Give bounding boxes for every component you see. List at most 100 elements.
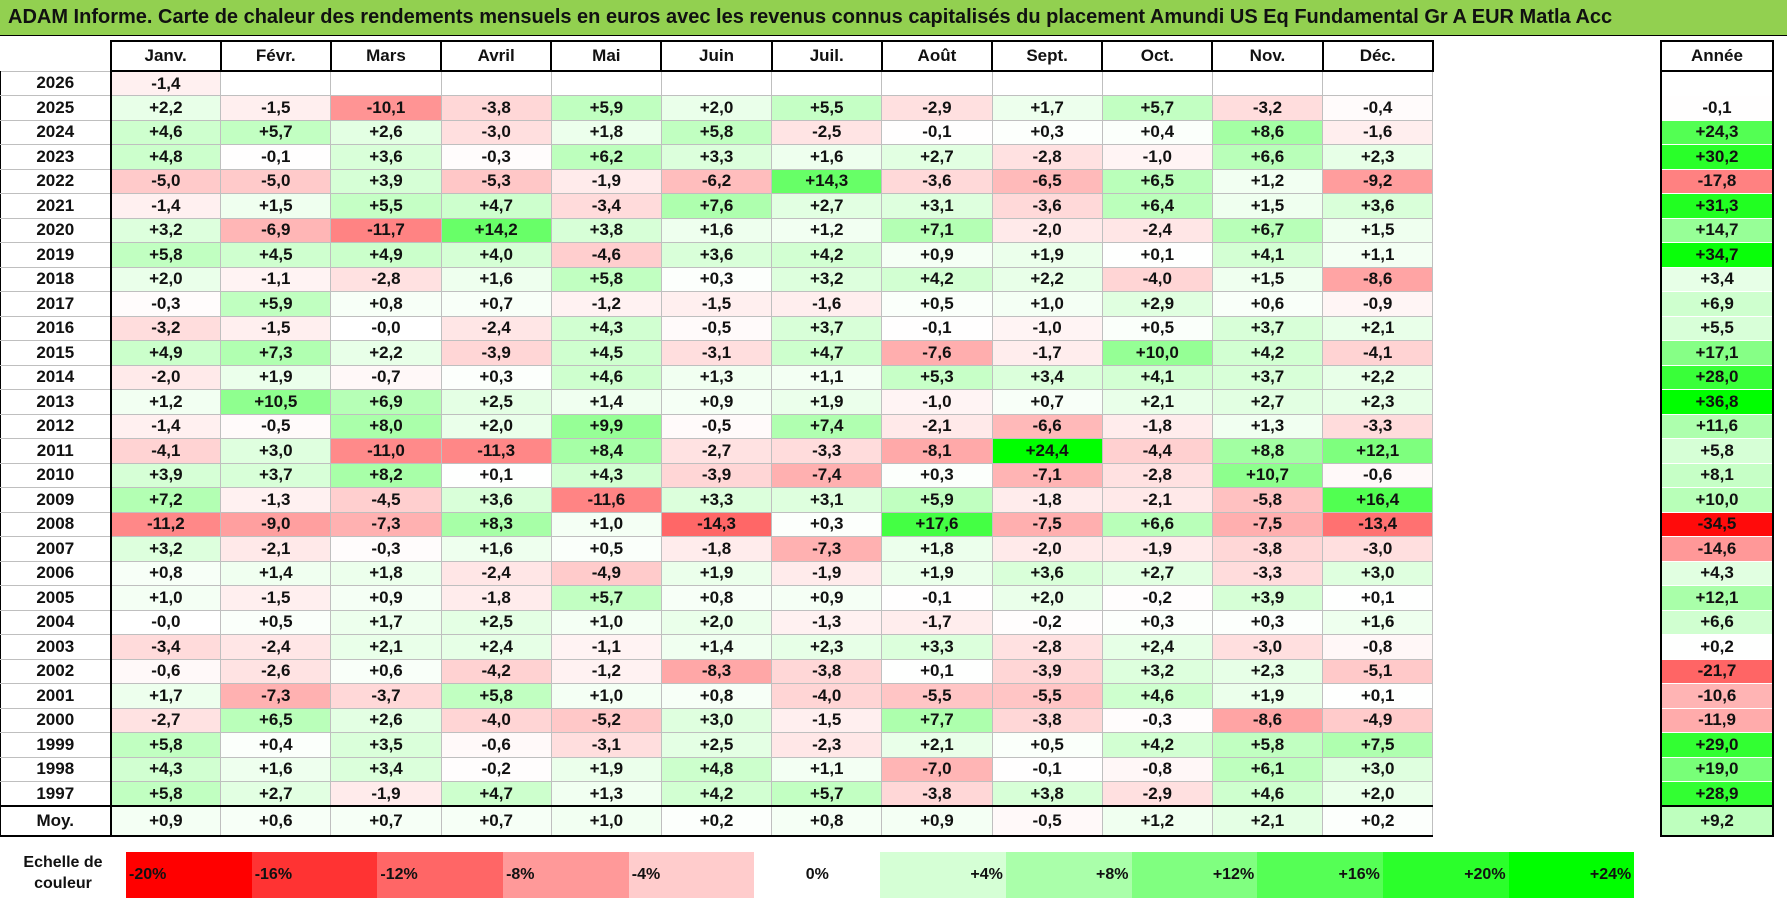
heatmap-cell: -5,2 [550, 707, 662, 733]
year-label: 1998 [0, 756, 112, 782]
heatmap-cell: -3,4 [109, 634, 222, 660]
heatmap-cell: -0,2 [1101, 585, 1213, 611]
heatmap-cell: +5,5 [771, 95, 883, 121]
heatmap-cell: +8,3 [440, 511, 552, 537]
heatmap-cell: +3,1 [881, 193, 993, 219]
heatmap-cell: +2,5 [660, 732, 773, 758]
annual-body: -0,1 +24,3 +30,2 -17,8 +31,3 +14,7 +34,7 +3,4 +6… [1660, 70, 1774, 837]
heatmap-cell: -0,2 [440, 756, 552, 782]
annual-cell: -10,6 [1660, 683, 1774, 708]
year-label: 2024 [0, 119, 112, 145]
heatmap-cell: +5,9 [881, 487, 993, 513]
heatmap-cell: +10,5 [220, 389, 332, 415]
heatmap-cell: -1,2 [550, 658, 662, 684]
year-row: 2018 +2,0 -1,1 -2,8 +1,6 +5,8 +0,3 +3,2 +4,2 +2,2… [0, 266, 1434, 292]
heatmap-cell: -3,8 [1211, 536, 1324, 562]
heatmap-cell: +5,7 [771, 781, 883, 807]
heatmap-cell: +0,4 [1101, 119, 1213, 145]
year-row: 2021 -1,4 +1,5 +5,5 +4,7 -3,4 +7,6 +2,7 +3,1 -3,6… [0, 193, 1434, 219]
heatmap-cell: +0,8 [771, 805, 883, 837]
heatmap-cell [550, 70, 662, 96]
year-row: 2013 +1,2 +10,5 +6,9 +2,5 +1,4 +0,9 +1,9 -1,0 +0,… [0, 389, 1434, 415]
heatmap-cell: +6,2 [550, 144, 662, 170]
heatmap-cell: +6,6 [1211, 144, 1324, 170]
year-label: 2001 [0, 683, 112, 709]
year-label: 1997 [0, 781, 112, 807]
heatmap-cell: +4,6 [1211, 781, 1324, 807]
heatmap-cell: -1,9 [1101, 536, 1213, 562]
year-row: 2007 +3,2 -2,1 -0,3 +1,6 +0,5 -1,8 -7,3 +1,8 -2,0… [0, 536, 1434, 562]
year-row: 2010 +3,9 +3,7 +8,2 +0,1 +4,3 -3,9 -7,4 +0,3 -7,1… [0, 462, 1434, 488]
heatmap-cell: +3,3 [881, 634, 993, 660]
heatmap-cell: +0,7 [991, 389, 1103, 415]
heatmap-cell: +4,3 [550, 315, 662, 341]
heatmap-cell: +1,9 [991, 242, 1103, 268]
year-row: 2002 -0,6 -2,6 +0,6 -4,2 -1,2 -8,3 -3,8 +0,1 -3,9… [0, 658, 1434, 684]
heatmap-cell: +4,7 [440, 193, 552, 219]
annual-cell: -34,5 [1660, 511, 1774, 537]
heatmap-cell: +5,9 [220, 291, 332, 317]
year-label: 2021 [0, 193, 112, 219]
heatmap-cell: +0,7 [440, 805, 552, 837]
year-label: 2004 [0, 609, 112, 635]
heatmap-cell: +6,1 [1211, 756, 1324, 782]
heatmap-cell: +0,4 [220, 732, 332, 758]
heatmap-cell: +5,9 [550, 95, 662, 121]
year-row: 2000 -2,7 +6,5 +2,6 -4,0 -5,2 +3,0 -1,5 +7,7 -3,8… [0, 707, 1434, 733]
heatmap-cell: -4,1 [1322, 340, 1434, 366]
heatmap-cell: +0,9 [109, 805, 222, 837]
heatmap-cell: -0,1 [881, 315, 993, 341]
heatmap-cell: -0,9 [1322, 291, 1434, 317]
heatmap-cell: -2,8 [330, 266, 442, 292]
year-row: 1998 +4,3 +1,6 +3,4 -0,2 +1,9 +4,8 +1,1 -7,0 -0,1… [0, 756, 1434, 782]
heatmap-cell: +1,1 [771, 364, 883, 390]
heatmap-cell: +4,3 [109, 756, 222, 782]
year-label: 2006 [0, 560, 112, 586]
heatmap-cell: +1,0 [550, 683, 662, 709]
heatmap-cell: +2,1 [1211, 805, 1324, 837]
heatmap-cell: +4,0 [440, 242, 552, 268]
heatmap-cell: -1,2 [550, 291, 662, 317]
heatmap-cell: +3,3 [660, 487, 773, 513]
year-row: 2005 +1,0 -1,5 +0,9 -1,8 +5,7 +0,8 +0,9 -0,1 +2,0… [0, 585, 1434, 611]
year-label: 2026 [0, 70, 112, 96]
heatmap-cell: -5,1 [1322, 658, 1434, 684]
heatmap-cell: +2,0 [1322, 781, 1434, 807]
heatmap-cell: -7,4 [771, 462, 883, 488]
heatmap-cell: +4,7 [440, 781, 552, 807]
heatmap-cell: -4,9 [550, 560, 662, 586]
heatmap-cell: -3,9 [991, 658, 1103, 684]
heatmap-cell: +1,4 [550, 389, 662, 415]
heatmap-cell: +0,9 [881, 805, 993, 837]
heatmap-cell: +8,6 [1211, 119, 1324, 145]
heatmap-cell: +6,5 [1101, 168, 1213, 194]
annual-cell: +5,8 [1660, 438, 1774, 463]
heatmap-cell: +1,0 [550, 805, 662, 837]
heatmap-cell: +5,7 [1101, 95, 1213, 121]
heatmap-cell: +2,1 [1101, 389, 1213, 415]
heatmap-cell: -0,3 [1101, 707, 1213, 733]
color-scale-cell: -4% [628, 852, 755, 898]
heatmap-cell: +2,3 [771, 634, 883, 660]
heatmap-cell: +7,7 [881, 707, 993, 733]
heatmap-cell: -2,5 [771, 119, 883, 145]
heatmap-cell: +1,2 [1101, 805, 1213, 837]
heatmap-cell: -2,4 [1101, 217, 1213, 243]
heatmap-cell: -9,2 [1322, 168, 1434, 194]
heatmap-cell: +6,7 [1211, 217, 1324, 243]
heatmap-cell: +0,3 [660, 266, 773, 292]
year-label: 2013 [0, 389, 112, 415]
heatmap-cell: +1,9 [881, 560, 993, 586]
heatmap-cell: -1,3 [220, 487, 332, 513]
heatmap-cell: +10,0 [1101, 340, 1213, 366]
annual-cell: -17,8 [1660, 168, 1774, 194]
heatmap-cell: -4,4 [1101, 438, 1213, 464]
heatmap-cell: +3,0 [660, 707, 773, 733]
heatmap-cell: +1,5 [1322, 217, 1434, 243]
heatmap-cell: -0,1 [991, 756, 1103, 782]
heatmap-cell: -4,1 [109, 438, 222, 464]
heatmap-cell: +1,7 [330, 609, 442, 635]
heatmap-cell: +3,3 [660, 144, 773, 170]
heatmap-cell: +4,2 [771, 242, 883, 268]
color-scale-cell: +12% [1131, 852, 1258, 898]
